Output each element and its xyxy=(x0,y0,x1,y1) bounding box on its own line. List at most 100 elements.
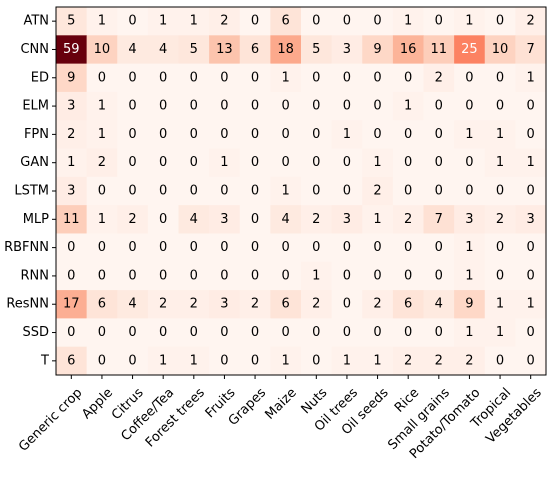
value-label-atn-nuts: 0 xyxy=(312,14,320,29)
value-label-rnn-small-grains: 0 xyxy=(435,268,443,283)
cell-fpn-grapes xyxy=(239,120,271,149)
value-label-ed-generic-crop: 9 xyxy=(67,70,75,85)
value-label-ssd-maize: 0 xyxy=(282,325,290,340)
cell-gan-maize xyxy=(270,148,302,178)
value-label-rnn-vegetables: 0 xyxy=(527,268,535,283)
cell-resnn-maize xyxy=(270,290,302,319)
value-label-lstm-oil-seeds: 2 xyxy=(373,184,381,199)
value-label-fpn-tropical: 1 xyxy=(496,127,504,142)
cell-rnn-coffee-tea xyxy=(147,261,179,291)
cell-gan-vegetables xyxy=(515,148,547,178)
value-label-resnn-rice: 6 xyxy=(404,297,412,312)
value-label-t-potato-tomato: 2 xyxy=(465,353,473,368)
cell-atn-small-grains xyxy=(423,7,455,36)
cell-resnn-coffee-tea xyxy=(147,290,179,319)
value-label-ssd-rice: 0 xyxy=(404,325,412,340)
cell-elm-generic-crop xyxy=(56,91,88,121)
value-label-gan-forest-trees: 0 xyxy=(190,155,198,170)
cell-gan-citrus xyxy=(117,148,149,178)
value-label-elm-maize: 0 xyxy=(282,99,290,114)
value-label-rbfnn-apple: 0 xyxy=(98,240,106,255)
cell-ed-coffee-tea xyxy=(147,63,179,93)
cell-rnn-nuts xyxy=(301,261,333,291)
value-label-atn-grapes: 0 xyxy=(251,14,259,29)
value-label-cnn-maize: 18 xyxy=(277,42,294,57)
value-label-gan-apple: 2 xyxy=(98,155,106,170)
cell-atn-fruits xyxy=(209,7,241,36)
cell-rbfnn-maize xyxy=(270,233,302,263)
cell-ssd-coffee-tea xyxy=(147,318,179,348)
cell-rbfnn-nuts xyxy=(301,233,333,263)
value-label-lstm-oil-trees: 0 xyxy=(343,184,351,199)
cell-rbfnn-generic-crop xyxy=(56,233,88,263)
cell-atn-nuts xyxy=(301,7,333,36)
cell-t-citrus xyxy=(117,346,149,376)
y-tick-label-lstm: LSTM xyxy=(14,184,49,199)
cell-rbfnn-forest-trees xyxy=(178,233,210,263)
value-label-t-apple: 0 xyxy=(98,353,106,368)
cell-cnn-generic-crop xyxy=(56,35,88,65)
cell-ssd-forest-trees xyxy=(178,318,210,348)
value-label-lstm-nuts: 0 xyxy=(312,184,320,199)
value-label-gan-small-grains: 0 xyxy=(435,155,443,170)
cell-mlp-vegetables xyxy=(515,205,547,234)
value-label-gan-vegetables: 1 xyxy=(527,155,535,170)
value-label-fpn-coffee-tea: 0 xyxy=(159,127,167,142)
value-label-lstm-potato-tomato: 0 xyxy=(465,184,473,199)
value-label-rnn-apple: 0 xyxy=(98,268,106,283)
value-label-ssd-coffee-tea: 0 xyxy=(159,325,167,340)
cell-mlp-oil-seeds xyxy=(362,205,394,234)
value-label-atn-potato-tomato: 1 xyxy=(465,14,473,29)
value-label-gan-grapes: 0 xyxy=(251,155,259,170)
value-label-elm-oil-seeds: 0 xyxy=(373,99,381,114)
cell-atn-oil-trees xyxy=(331,7,363,36)
value-label-fpn-rice: 0 xyxy=(404,127,412,142)
value-label-elm-apple: 1 xyxy=(98,99,106,114)
value-label-rnn-nuts: 1 xyxy=(312,268,320,283)
value-label-atn-rice: 1 xyxy=(404,14,412,29)
value-label-lstm-vegetables: 0 xyxy=(527,184,535,199)
value-label-elm-oil-trees: 0 xyxy=(343,99,351,114)
cell-mlp-oil-trees xyxy=(331,205,363,234)
value-label-lstm-apple: 0 xyxy=(98,184,106,199)
value-label-cnn-oil-seeds: 9 xyxy=(373,42,381,57)
cell-atn-forest-trees xyxy=(178,7,210,36)
value-label-ed-small-grains: 2 xyxy=(435,70,443,85)
value-label-atn-oil-seeds: 0 xyxy=(373,14,381,29)
value-label-mlp-small-grains: 7 xyxy=(435,212,443,227)
cell-atn-potato-tomato xyxy=(454,7,486,36)
value-label-gan-oil-seeds: 1 xyxy=(373,155,381,170)
value-label-lstm-coffee-tea: 0 xyxy=(159,184,167,199)
value-label-rnn-rice: 0 xyxy=(404,268,412,283)
cell-gan-fruits xyxy=(209,148,241,178)
value-label-t-oil-seeds: 1 xyxy=(373,353,381,368)
value-label-gan-potato-tomato: 0 xyxy=(465,155,473,170)
value-label-rbfnn-grapes: 0 xyxy=(251,240,259,255)
value-label-resnn-nuts: 2 xyxy=(312,297,320,312)
value-label-rbfnn-potato-tomato: 1 xyxy=(465,240,473,255)
cell-elm-maize xyxy=(270,91,302,121)
cell-atn-apple xyxy=(86,7,118,36)
cell-ed-rice xyxy=(392,63,424,93)
cell-gan-nuts xyxy=(301,148,333,178)
cell-rnn-small-grains xyxy=(423,261,455,291)
cell-mlp-rice xyxy=(392,205,424,234)
cell-t-fruits xyxy=(209,346,241,376)
cell-cnn-vegetables xyxy=(515,35,547,65)
value-label-mlp-forest-trees: 4 xyxy=(190,212,198,227)
cell-lstm-nuts xyxy=(301,176,333,206)
cell-elm-fruits xyxy=(209,91,241,121)
cell-mlp-forest-trees xyxy=(178,205,210,234)
cell-fpn-maize xyxy=(270,120,302,149)
value-label-ed-potato-tomato: 0 xyxy=(465,70,473,85)
cell-resnn-generic-crop xyxy=(56,290,88,319)
cell-elm-apple xyxy=(86,91,118,121)
cell-mlp-fruits xyxy=(209,205,241,234)
cell-elm-small-grains xyxy=(423,91,455,121)
cell-ed-potato-tomato xyxy=(454,63,486,93)
cell-fpn-generic-crop xyxy=(56,120,88,149)
cell-cnn-fruits xyxy=(209,35,241,65)
value-label-fpn-potato-tomato: 1 xyxy=(465,127,473,142)
cell-ssd-vegetables xyxy=(515,318,547,348)
value-label-rbfnn-vegetables: 0 xyxy=(527,240,535,255)
